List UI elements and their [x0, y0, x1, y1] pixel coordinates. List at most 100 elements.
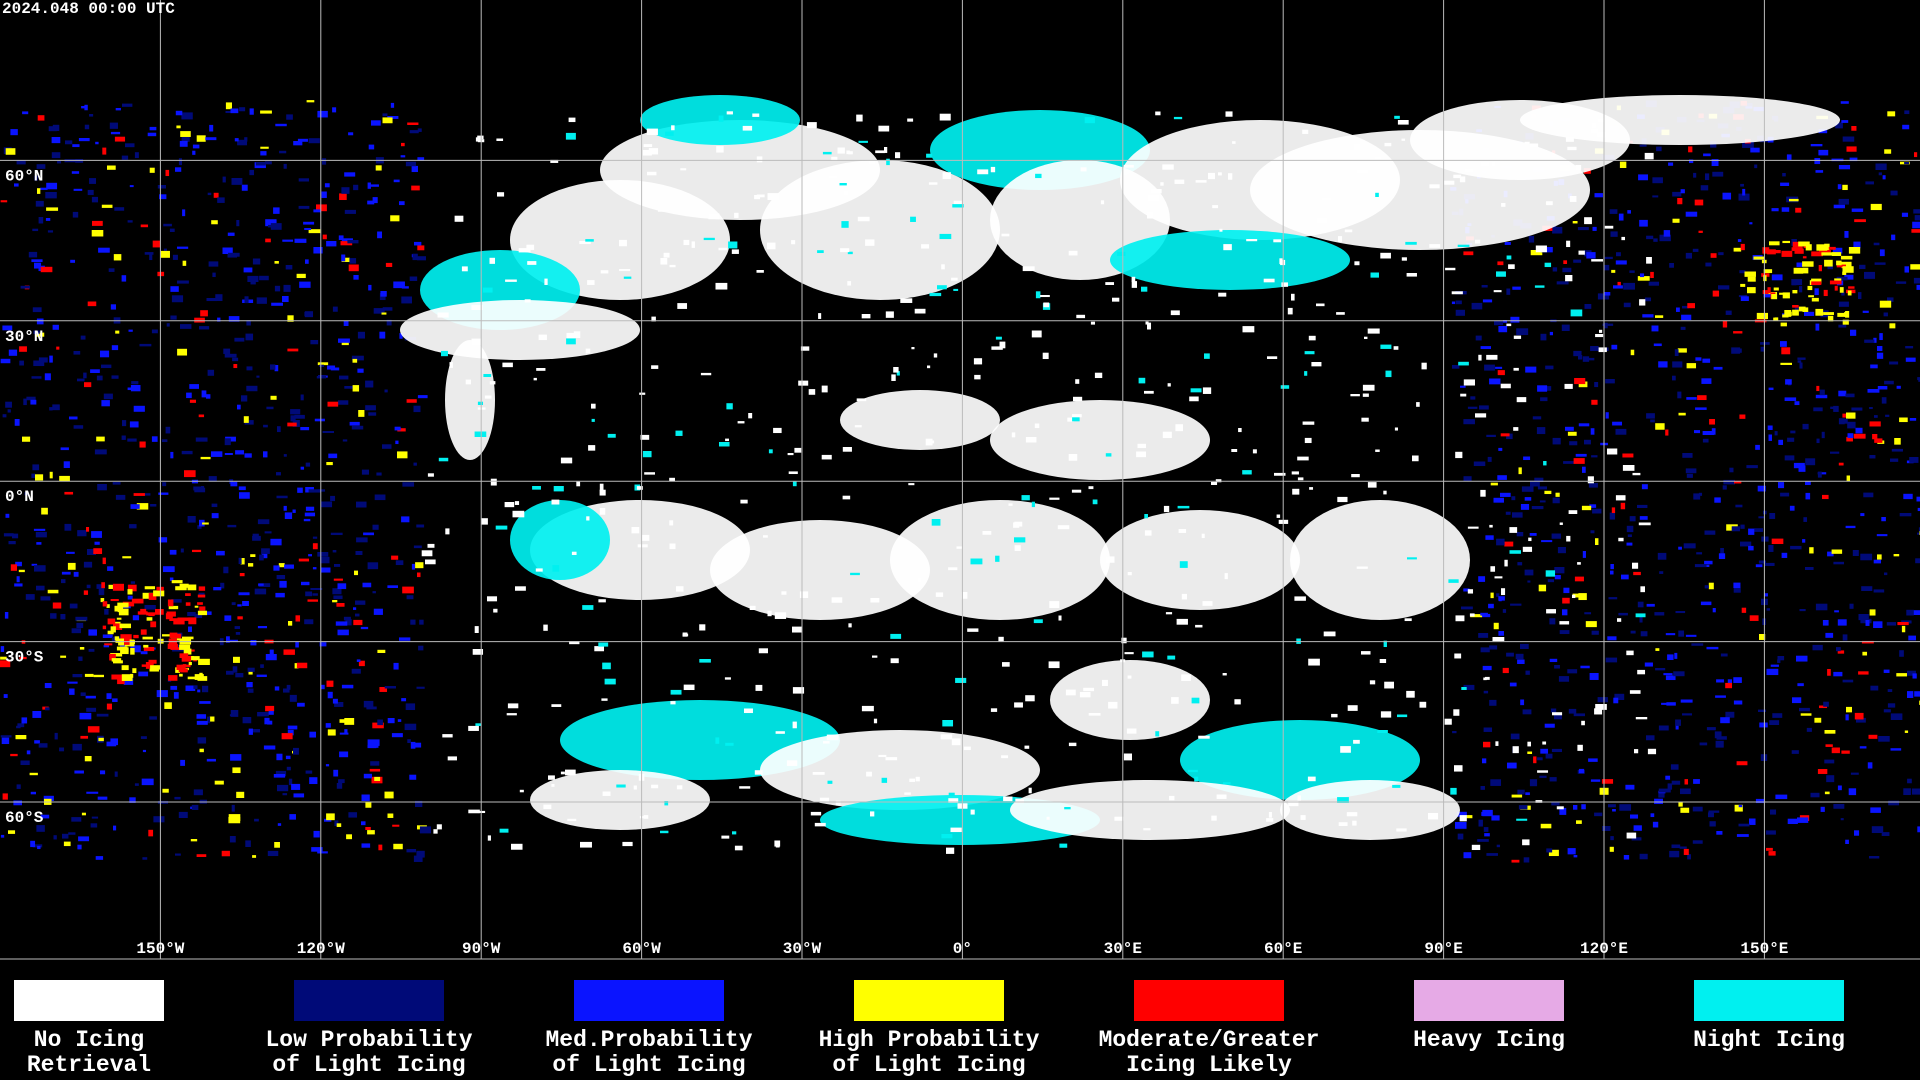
icing-pixel — [489, 381, 496, 385]
icing-pixel — [1666, 702, 1676, 706]
icing-pixel — [1581, 720, 1585, 726]
icing-pixel — [1798, 241, 1810, 247]
icing-pixel — [1581, 804, 1586, 810]
icing-pixel — [1825, 744, 1833, 747]
icing-pixel — [1610, 231, 1618, 237]
icing-pixel — [1033, 619, 1043, 624]
icing-pixel — [1715, 740, 1724, 748]
icing-pixel — [1850, 329, 1857, 336]
icing-pixel — [1685, 468, 1697, 474]
icing-pixel — [206, 298, 217, 302]
cloud-mass — [990, 400, 1210, 480]
icing-pixel — [189, 384, 200, 389]
icing-pixel — [1076, 314, 1086, 319]
icing-pixel — [1520, 504, 1530, 510]
icing-pixel — [270, 364, 276, 370]
icing-pixel — [78, 836, 90, 842]
icing-pixel — [1059, 843, 1068, 848]
icing-pixel — [808, 389, 816, 395]
icing-pixel — [1147, 211, 1154, 219]
icing-pixel — [1766, 847, 1773, 851]
icing-pixel — [1501, 203, 1506, 207]
icing-pixel — [1558, 676, 1570, 682]
icing-pixel — [61, 579, 66, 584]
icing-pixel — [1796, 262, 1803, 267]
icing-pixel — [1014, 537, 1026, 543]
icing-pixel — [404, 723, 417, 731]
icing-pixel — [792, 626, 803, 633]
icing-pixel — [1862, 651, 1868, 656]
icing-pixel — [1291, 293, 1295, 301]
icing-pixel — [703, 237, 715, 241]
icing-pixel — [1729, 467, 1734, 473]
icing-pixel — [1577, 562, 1581, 565]
icing-pixel — [1613, 697, 1619, 704]
cloud-mass — [1280, 780, 1460, 840]
icing-pixel — [1708, 810, 1720, 813]
icing-pixel — [806, 122, 817, 129]
icing-pixel — [244, 420, 254, 425]
icing-pixel — [616, 784, 626, 788]
icing-pixel — [192, 150, 196, 155]
icing-pixel — [1489, 645, 1498, 650]
icing-pixel — [482, 287, 493, 293]
icing-pixel — [78, 138, 90, 142]
icing-pixel — [821, 454, 832, 460]
icing-pixel — [38, 357, 48, 363]
icing-pixel — [588, 445, 596, 451]
icing-pixel — [1524, 497, 1532, 501]
icing-pixel — [8, 541, 16, 545]
icing-pixel — [1142, 651, 1154, 658]
icing-pixel — [110, 304, 117, 310]
icing-pixel — [1304, 371, 1308, 376]
icing-pixel — [1584, 439, 1591, 445]
icing-pixel — [748, 413, 753, 419]
icing-pixel — [1840, 101, 1849, 104]
icing-pixel — [14, 583, 23, 587]
icing-pixel — [1589, 504, 1597, 508]
icing-pixel — [2, 414, 7, 418]
icing-pixel — [895, 152, 901, 159]
icing-pixel — [837, 147, 845, 154]
icing-pixel — [131, 598, 144, 604]
icing-pixel — [1482, 299, 1493, 303]
icing-pixel — [111, 345, 119, 351]
icing-pixel — [675, 430, 683, 436]
icing-pixel — [1642, 314, 1654, 318]
longitude-label: 30°E — [1104, 940, 1142, 958]
icing-pixel — [406, 399, 417, 403]
icing-pixel — [102, 147, 107, 155]
icing-pixel — [356, 537, 368, 543]
icing-pixel — [565, 769, 576, 776]
icing-pixel — [1641, 484, 1648, 490]
icing-pixel — [1714, 731, 1722, 739]
icing-pixel — [410, 619, 416, 625]
icing-pixel — [112, 482, 121, 485]
icing-pixel — [115, 108, 121, 111]
icing-pixel — [1635, 613, 1646, 618]
icing-pixel — [67, 562, 76, 570]
icing-pixel — [1825, 632, 1834, 638]
icing-pixel — [1824, 259, 1833, 267]
icing-pixel — [367, 200, 375, 205]
icing-pixel — [352, 385, 360, 392]
icing-pixel — [817, 250, 824, 254]
icing-pixel — [931, 519, 941, 526]
icing-pixel — [47, 230, 54, 233]
icing-pixel — [1883, 709, 1891, 713]
icing-pixel — [1506, 323, 1512, 327]
icing-pixel — [417, 245, 425, 251]
icing-pixel — [1105, 282, 1115, 285]
icing-pixel — [130, 504, 140, 509]
icing-pixel — [1568, 510, 1578, 514]
icing-pixel — [1080, 167, 1087, 172]
icing-pixel — [31, 473, 36, 478]
icing-pixel — [19, 656, 27, 660]
icing-pixel — [1845, 393, 1855, 398]
icing-pixel — [1828, 246, 1836, 250]
icing-pixel — [1617, 281, 1621, 287]
icing-pixel — [239, 573, 245, 577]
cloud-mass — [510, 500, 610, 580]
icing-pixel — [942, 720, 954, 727]
icing-pixel — [1506, 288, 1511, 295]
